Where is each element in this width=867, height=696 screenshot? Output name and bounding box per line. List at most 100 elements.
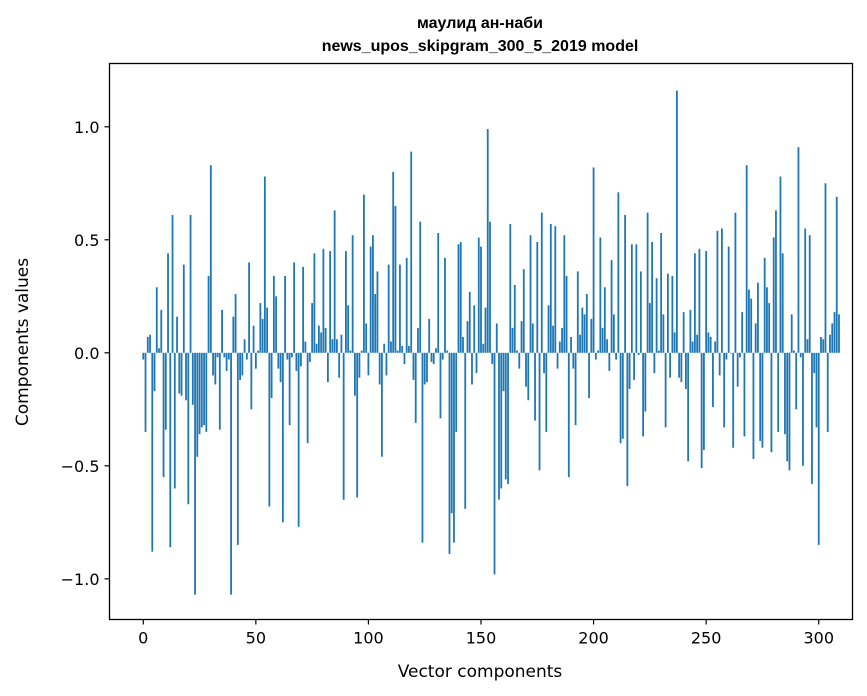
bar-273 [757, 282, 759, 353]
bar-189 [567, 352, 570, 478]
chart-title: маулид ан-наби [417, 15, 543, 32]
bar-74 [308, 352, 311, 362]
bar-220 [637, 352, 640, 356]
bar-213 [621, 352, 624, 439]
bar-253 [712, 352, 714, 408]
bar-103 [374, 294, 377, 353]
bar-299 [815, 352, 818, 428]
bar-204 [601, 327, 604, 353]
bar-48 [250, 352, 253, 410]
bar-259 [725, 352, 728, 360]
bar-184 [556, 352, 559, 369]
bar-47 [248, 262, 250, 353]
bar-245 [693, 253, 696, 353]
bar-233 [666, 273, 669, 353]
bar-271 [752, 352, 755, 460]
bar-282 [777, 352, 780, 432]
bar-7 [158, 348, 160, 353]
bar-174 [534, 352, 536, 421]
bar-86 [336, 339, 338, 353]
bar-257 [721, 228, 723, 353]
bar-241 [684, 352, 687, 389]
bar-18 [182, 264, 185, 353]
bar-79 [320, 332, 323, 353]
bar-23 [194, 352, 196, 595]
bar-264 [736, 352, 739, 387]
bar-139 [455, 352, 458, 432]
bar-25 [198, 352, 201, 435]
bar-150 [480, 246, 482, 353]
bar-12 [169, 352, 172, 548]
bar-182 [552, 325, 554, 353]
bar-187 [563, 235, 566, 353]
bar-44 [241, 352, 244, 376]
bar-281 [775, 210, 777, 353]
bar-200 [592, 167, 595, 353]
bar-66 [290, 352, 293, 358]
bar-309 [838, 314, 840, 353]
bar-11 [167, 253, 169, 353]
bar-152 [484, 307, 487, 353]
bar-302 [822, 339, 825, 353]
bar-142 [462, 336, 464, 353]
y-tick-label: −1.0 [61, 570, 100, 589]
bar-130 [435, 348, 437, 353]
bar-108 [385, 352, 388, 376]
bar-2 [146, 336, 149, 353]
bar-122 [417, 327, 419, 353]
bar-203 [599, 237, 602, 353]
bar-157 [495, 323, 498, 353]
bar-300 [817, 352, 820, 545]
bar-57 [270, 352, 273, 398]
bar-162 [507, 352, 509, 484]
x-tick-label: 300 [803, 629, 834, 648]
bar-27 [203, 352, 205, 426]
bar-285 [784, 352, 786, 435]
bar-277 [766, 287, 768, 353]
y-tick-label: 0.0 [74, 344, 99, 363]
bar-250 [705, 251, 708, 353]
bar-266 [741, 312, 744, 353]
bar-210 [615, 352, 617, 360]
bar-118 [408, 346, 410, 353]
bar-102 [372, 235, 374, 353]
bar-171 [527, 352, 530, 401]
bar-212 [619, 352, 622, 444]
bar-82 [327, 352, 329, 383]
bar-134 [444, 257, 446, 353]
bar-43 [239, 352, 241, 380]
bar-129 [432, 352, 435, 365]
bar-232 [664, 352, 667, 428]
bar-248 [700, 352, 703, 469]
bar-41 [234, 294, 237, 353]
bar-234 [669, 352, 672, 378]
bar-286 [786, 352, 789, 462]
y-tick-label: 0.5 [74, 231, 99, 250]
bar-100 [367, 352, 370, 376]
bar-170 [525, 352, 527, 387]
bar-32 [214, 352, 217, 385]
bar-206 [606, 339, 608, 353]
bar-272 [754, 323, 757, 353]
bar-244 [691, 341, 694, 353]
bar-81 [324, 327, 327, 353]
bar-138 [453, 352, 455, 543]
bar-116 [403, 352, 406, 365]
bar-275 [761, 352, 764, 448]
bar-247 [698, 248, 701, 353]
bar-37 [225, 352, 228, 371]
bar-69 [297, 352, 300, 527]
bar-99 [365, 323, 368, 353]
bar-278 [768, 303, 771, 353]
bar-67 [293, 262, 296, 353]
bar-35 [221, 309, 223, 353]
bar-175 [536, 242, 539, 353]
bar-227 [653, 352, 656, 374]
bar-288 [790, 314, 793, 353]
bar-198 [588, 352, 590, 398]
bar-73 [306, 352, 309, 444]
bar-63 [284, 275, 287, 353]
bar-123 [419, 221, 422, 353]
bar-207 [608, 352, 611, 371]
